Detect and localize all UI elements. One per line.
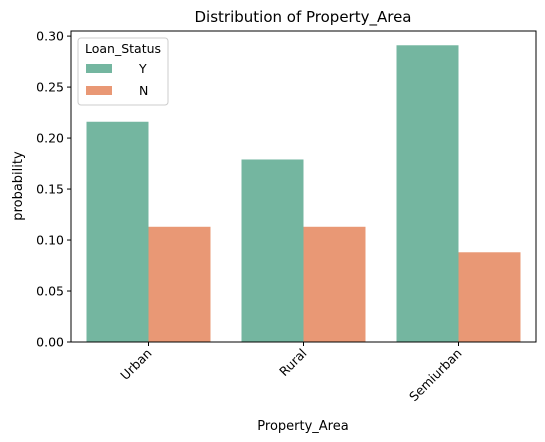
y-tick-label: 0.05 [36,284,64,299]
legend-label-y: Y [138,61,147,76]
bar-urban-n [148,226,211,342]
bar-rural-y [241,159,304,342]
bar-semiurban-n [458,252,521,342]
x-tick-label-rural: Rural [276,346,309,379]
legend: Loan_Status Y N [77,37,169,106]
bar-semiurban-y [396,45,459,342]
y-tick-label: 0.20 [36,131,64,146]
legend-label-n: N [139,83,148,98]
bars-layer [86,45,521,342]
y-tick-label: 0.10 [36,233,64,248]
bar-rural-n [303,226,366,342]
chart-title: Distribution of Property_Area [195,8,412,27]
legend-swatch-y [86,64,112,73]
x-tick-label-urban: Urban [117,346,154,383]
x-axis-label: Property_Area [257,419,348,434]
y-tick-label: 0.25 [36,80,64,95]
y-tick-label: 0.30 [36,29,64,44]
y-axis: 0.00 0.05 0.10 0.15 0.20 0.25 0.30 [36,29,71,350]
bar-urban-y [86,121,149,342]
y-tick-label: 0.00 [36,335,64,350]
x-tick-label-semiurban: Semiurban [406,346,465,405]
y-tick-label: 0.15 [36,182,64,197]
legend-title: Loan_Status [85,41,161,56]
x-axis: Urban Rural Semiurban [117,342,465,405]
legend-swatch-n [86,86,112,95]
y-axis-label: probability [11,151,26,221]
